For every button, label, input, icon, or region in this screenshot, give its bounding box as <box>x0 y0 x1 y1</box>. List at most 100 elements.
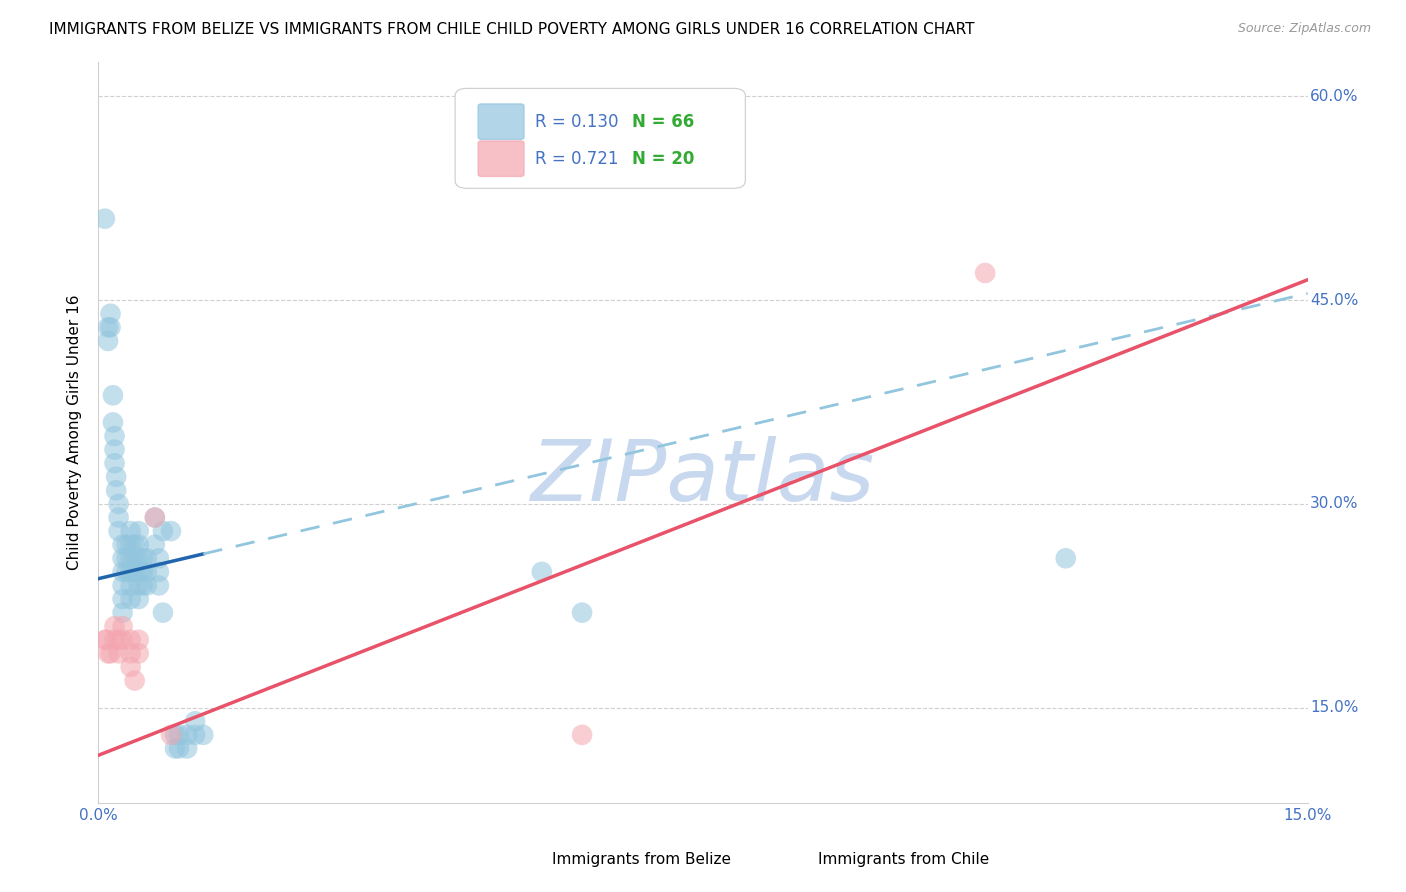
Point <box>135 551 157 566</box>
Point <box>176 741 198 756</box>
FancyBboxPatch shape <box>456 88 745 188</box>
Point <box>101 416 124 430</box>
Point <box>148 578 170 592</box>
Text: 60.0%: 60.0% <box>1310 89 1358 103</box>
Point <box>128 524 150 538</box>
FancyBboxPatch shape <box>478 141 524 177</box>
Point <box>107 510 129 524</box>
Y-axis label: Child Poverty Among Girls Under 16: Child Poverty Among Girls Under 16 <box>67 295 83 570</box>
Point <box>148 565 170 579</box>
Point <box>143 510 166 524</box>
Text: N = 66: N = 66 <box>631 112 695 130</box>
FancyBboxPatch shape <box>766 845 813 873</box>
Point <box>111 565 134 579</box>
Point <box>94 211 117 226</box>
Point <box>97 646 120 660</box>
Text: 30.0%: 30.0% <box>1310 497 1358 511</box>
Point <box>184 728 207 742</box>
Point <box>128 592 150 607</box>
Text: R = 0.130: R = 0.130 <box>534 112 619 130</box>
Point <box>167 741 190 756</box>
Point <box>124 538 146 552</box>
Text: Immigrants from Belize: Immigrants from Belize <box>551 852 731 866</box>
Point <box>124 565 146 579</box>
Point <box>111 551 134 566</box>
Point <box>124 551 146 566</box>
Point <box>176 728 198 742</box>
Point <box>111 538 134 552</box>
Text: Immigrants from Chile: Immigrants from Chile <box>818 852 988 866</box>
Point <box>160 524 183 538</box>
Point <box>148 551 170 566</box>
Text: 45.0%: 45.0% <box>1310 293 1358 308</box>
Point <box>128 551 150 566</box>
Point <box>111 619 134 633</box>
Text: ZIPatlas: ZIPatlas <box>531 435 875 518</box>
FancyBboxPatch shape <box>501 845 547 873</box>
Point <box>120 565 142 579</box>
Point <box>97 320 120 334</box>
Point <box>143 510 166 524</box>
Point <box>111 632 134 647</box>
FancyBboxPatch shape <box>478 103 524 139</box>
Point <box>103 632 125 647</box>
Point <box>107 524 129 538</box>
Point <box>132 578 155 592</box>
Point <box>120 646 142 660</box>
Point <box>101 388 124 402</box>
Point <box>120 592 142 607</box>
Point <box>571 606 593 620</box>
Point <box>160 728 183 742</box>
Point <box>135 565 157 579</box>
Point <box>1054 551 1077 566</box>
Text: N = 20: N = 20 <box>631 150 695 168</box>
Point <box>152 606 174 620</box>
Point <box>111 606 134 620</box>
Point <box>120 660 142 674</box>
Point <box>107 646 129 660</box>
Point <box>132 565 155 579</box>
Point <box>120 551 142 566</box>
Point <box>105 469 128 483</box>
Point <box>184 714 207 729</box>
Point <box>163 728 186 742</box>
Text: IMMIGRANTS FROM BELIZE VS IMMIGRANTS FROM CHILE CHILD POVERTY AMONG GIRLS UNDER : IMMIGRANTS FROM BELIZE VS IMMIGRANTS FRO… <box>49 22 974 37</box>
Point <box>974 266 997 280</box>
Point <box>100 646 122 660</box>
Point <box>96 632 118 647</box>
Point <box>120 578 142 592</box>
Point <box>143 538 166 552</box>
Point <box>120 524 142 538</box>
Text: 15.0%: 15.0% <box>1310 700 1358 715</box>
Point <box>571 728 593 742</box>
Point <box>124 673 146 688</box>
Point <box>128 578 150 592</box>
Point <box>163 741 186 756</box>
Point <box>120 632 142 647</box>
Point <box>100 307 122 321</box>
Point <box>115 565 138 579</box>
Point <box>100 320 122 334</box>
Point <box>105 483 128 498</box>
Point <box>530 565 553 579</box>
Point <box>135 578 157 592</box>
Point <box>115 551 138 566</box>
Point <box>128 538 150 552</box>
Point <box>167 728 190 742</box>
Point <box>152 524 174 538</box>
Point <box>94 632 117 647</box>
Point <box>120 538 142 552</box>
Point <box>193 728 215 742</box>
Point <box>103 442 125 457</box>
Point <box>111 578 134 592</box>
Point <box>132 551 155 566</box>
Point <box>103 429 125 443</box>
Point <box>128 565 150 579</box>
Point <box>103 619 125 633</box>
Point <box>128 632 150 647</box>
Point <box>97 334 120 348</box>
Point <box>107 632 129 647</box>
Point <box>128 646 150 660</box>
Point <box>111 592 134 607</box>
Point <box>103 456 125 470</box>
